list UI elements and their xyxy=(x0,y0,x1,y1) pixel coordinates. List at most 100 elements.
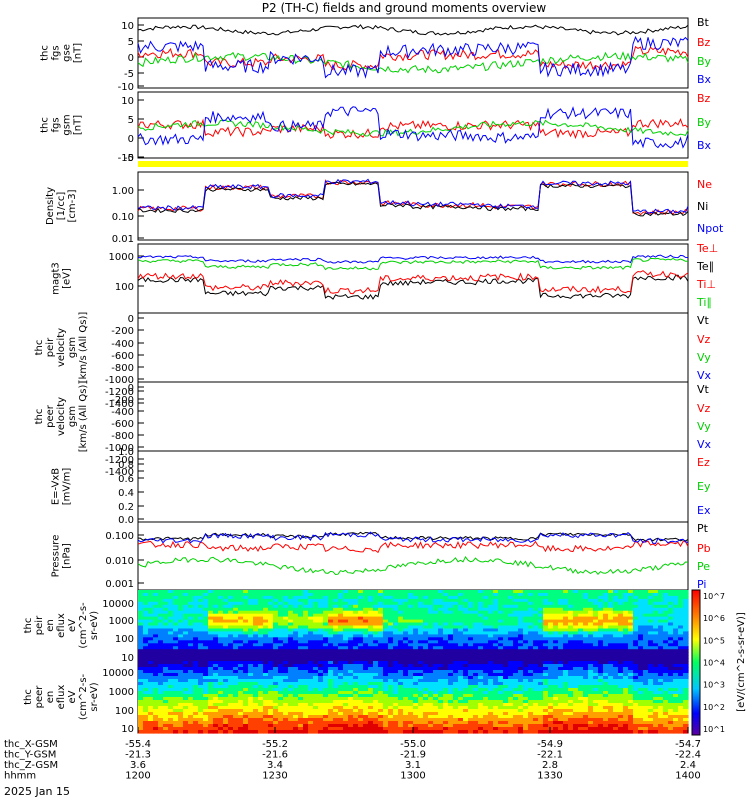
ylabel-line: [km/s (All Qs)] xyxy=(78,381,89,453)
ytick-label: 10 xyxy=(121,21,134,32)
ylabel-line: peer xyxy=(45,404,56,428)
spec-cell xyxy=(208,730,214,734)
ytick-label: 100 xyxy=(115,706,134,717)
ytick-label: 1000 xyxy=(109,687,134,698)
legend-Ex: Ex xyxy=(697,504,711,517)
spec-cell xyxy=(523,730,529,734)
legend-Bz: Bz xyxy=(697,36,711,49)
spectrogram-peer xyxy=(138,661,689,734)
ylabel-line: [eV] xyxy=(62,268,73,289)
spec-cell xyxy=(348,730,354,734)
spec-cell xyxy=(248,730,254,734)
ylabel-line: [mV/m] xyxy=(62,468,73,506)
spec-cell xyxy=(273,730,279,734)
spec-cell xyxy=(223,730,229,734)
spec-cell xyxy=(328,730,334,734)
ytick-label: 10000 xyxy=(102,599,134,610)
spec-cell xyxy=(428,730,434,734)
ytick-label: 1.00 xyxy=(112,186,134,197)
ytick-label: 0.10 xyxy=(112,212,134,223)
ylabel-line: sr-eV) xyxy=(89,611,100,640)
ytick-label: 100 xyxy=(115,634,134,645)
spec-cell xyxy=(278,730,284,734)
legend-Te∥: Te∥ xyxy=(696,260,714,273)
ytick-label: 5 xyxy=(128,115,134,126)
spec-cell xyxy=(423,730,429,734)
ytick-label: -5 xyxy=(124,69,134,80)
spec-cell xyxy=(383,730,389,734)
ylabel-line: [km/s (All Qs)] xyxy=(78,312,89,384)
spec-cell xyxy=(578,730,584,734)
ytick-label: 0.01 xyxy=(112,234,134,245)
spec-cell xyxy=(438,730,444,734)
ylabel-line: gse xyxy=(62,44,73,62)
ylabel-line: velocity xyxy=(56,328,67,367)
spec-cell xyxy=(188,730,194,734)
spec-cell xyxy=(388,730,394,734)
plot-title: P2 (TH-C) fields and ground moments over… xyxy=(262,1,547,15)
ytick-label: 0.010 xyxy=(105,556,134,567)
spec-cell xyxy=(478,730,484,734)
ytick-label: 0.6 xyxy=(118,474,134,485)
spec-cell xyxy=(138,730,144,734)
legend-Vz: Vz xyxy=(697,402,711,415)
spec-cell xyxy=(318,730,324,734)
series-line-Pi xyxy=(138,532,688,543)
ytick-label: -200 xyxy=(111,395,134,406)
legend-Npot: Npot xyxy=(697,222,724,235)
spec-cell xyxy=(148,730,154,734)
spec-cell xyxy=(353,730,359,734)
ylabel-line: (cm^2-s- xyxy=(78,602,89,649)
panel-frame-peir_velocity xyxy=(138,313,688,382)
legend-Pt: Pt xyxy=(697,522,709,535)
ylabel-efield: E=-VxB[mV/m] xyxy=(51,468,73,506)
series-line-Bt xyxy=(138,25,688,35)
ylabel-line: Pressure xyxy=(51,535,62,578)
spec-cell xyxy=(488,730,494,734)
ylabel-line: peer xyxy=(34,685,45,709)
spec-cell xyxy=(173,730,179,734)
ylabel-line: eflux xyxy=(56,613,67,638)
ylabel-line: [nT] xyxy=(73,115,84,135)
spec-cell xyxy=(313,730,319,734)
spec-cell xyxy=(253,730,259,734)
spec-cell xyxy=(293,730,299,734)
spec-cell xyxy=(268,730,274,734)
ytick-label: -600 xyxy=(111,351,134,362)
ylabel-line: thc xyxy=(34,409,45,425)
ytick-label: 0.0 xyxy=(118,515,134,526)
spec-cell xyxy=(498,730,504,734)
spec-cell xyxy=(143,730,149,734)
spec-cell xyxy=(533,730,539,734)
ytick-label: -800 xyxy=(111,363,134,374)
ytick-label: -800 xyxy=(111,431,134,442)
spec-cell xyxy=(433,730,439,734)
spec-cell xyxy=(448,730,454,734)
ytick-label: -10 xyxy=(118,82,134,93)
spec-cell xyxy=(263,730,269,734)
legend-Vx: Vx xyxy=(697,369,712,382)
spec-cell xyxy=(343,730,349,734)
ylabel-line: eV xyxy=(67,619,78,632)
spec-cell xyxy=(358,730,364,734)
ylabel-line: (cm^2-s- xyxy=(78,673,89,720)
legend-Ne: Ne xyxy=(697,178,712,191)
ylabel-line: thc xyxy=(34,340,45,356)
ylabel-pressure: Pressure[nPa] xyxy=(51,535,73,578)
legend-Ni: Ni xyxy=(697,200,708,213)
spec-cell xyxy=(368,730,374,734)
ylabel-line: magt3 xyxy=(51,262,62,295)
ylabel-line: fgs xyxy=(51,45,62,60)
spec-cell xyxy=(558,730,564,734)
ylabel-density: Density[1/cc][cm-3] xyxy=(45,187,78,225)
ylabel-line: gsm xyxy=(67,406,78,427)
ytick-label: 0.8 xyxy=(118,460,134,471)
ytick-label: 0.100 xyxy=(105,531,134,542)
spec-cell xyxy=(283,730,289,734)
series-line-Pe xyxy=(138,557,688,575)
ylabel-line: peir xyxy=(45,337,56,357)
ylabel-line: peir xyxy=(34,615,45,635)
